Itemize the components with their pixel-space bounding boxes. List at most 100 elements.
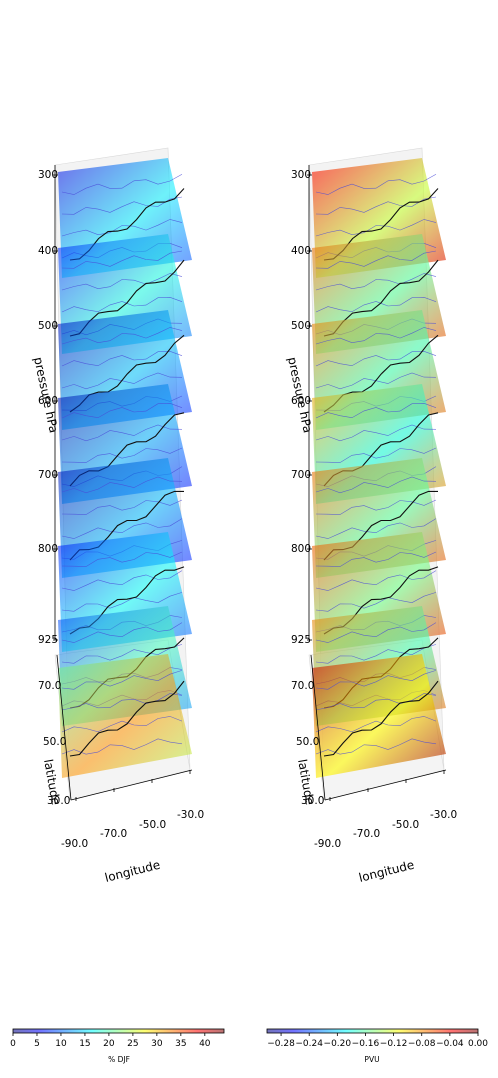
latitude-axis-line <box>310 654 326 801</box>
longitude-axis-label: longitude <box>103 858 161 885</box>
contour-line <box>315 296 437 313</box>
colorbar-tick-label: −0.28 <box>267 1039 295 1049</box>
colorbar-tick-label: 5 <box>34 1039 40 1049</box>
contour-line <box>61 250 183 269</box>
colorbar-tick-label: −0.24 <box>295 1039 323 1049</box>
contour-line <box>315 196 437 215</box>
colorbar-tick-label: 15 <box>79 1039 90 1049</box>
contour-line <box>315 716 437 733</box>
longitude-axis-line <box>70 769 193 801</box>
contour-line <box>61 327 183 345</box>
pressure-tick-label: 800 <box>38 543 58 555</box>
colorbar-tick-label: 0 <box>10 1039 16 1049</box>
contour-line <box>315 402 437 419</box>
contour-line <box>315 693 437 711</box>
contour-line <box>61 219 183 237</box>
longitude-tick-label: -90.0 <box>61 838 88 850</box>
contour-line <box>61 738 183 755</box>
latitude-axis-label: latitude <box>295 758 317 806</box>
colorbar-tick-label: −0.04 <box>436 1039 464 1049</box>
pressure-tick-label: 925 <box>38 634 58 646</box>
latitude-tick-label: 50.0 <box>43 736 66 748</box>
contour-line <box>315 499 437 515</box>
pressure-tick-label: 400 <box>291 245 311 257</box>
longitude-tick-label: -70.0 <box>353 828 380 840</box>
frequency-3d-panel: 300 400 500 600 700 800 925 70.0 50.0 30… <box>31 147 204 885</box>
pressure-layer-stack <box>58 158 192 778</box>
potential-vorticity-3d-panel: 300 400 500 600 700 800 925 70.0 50.0 30… <box>285 147 457 885</box>
colorbar-tick-label: 0.00 <box>468 1039 488 1049</box>
coastline <box>69 680 185 757</box>
colorbar-tick-label: −0.08 <box>408 1039 436 1049</box>
latitude-tick-label: 30.0 <box>47 795 70 807</box>
pvu-colorbar: −0.28 −0.24 −0.20 −0.16 −0.12 −0.08 −0.04 0.00 … <box>266 1028 488 1064</box>
longitude-tick-label: -70.0 <box>100 828 127 840</box>
layer-field <box>58 654 192 778</box>
colorbar-tick-label: 10 <box>55 1039 67 1049</box>
contour-line <box>315 570 437 591</box>
contour-line <box>315 424 437 442</box>
colorbar-gradient <box>12 1028 225 1034</box>
latitude-axis-label: latitude <box>41 758 63 806</box>
longitude-axis-line <box>324 769 447 801</box>
contour-line <box>315 644 437 664</box>
colorbar-tick-label: 20 <box>103 1039 115 1049</box>
contour-line <box>61 570 183 591</box>
pressure-tick-label: 925 <box>291 634 311 646</box>
contour-line <box>315 447 437 463</box>
axis-lines <box>53 165 193 801</box>
longitude-axis-label: longitude <box>357 858 415 885</box>
latitude-tick-label: 50.0 <box>296 736 319 748</box>
pressure-layer-stack <box>312 158 446 778</box>
latitude-tick-label: 70.0 <box>291 680 314 692</box>
contour-line <box>61 518 183 539</box>
contour-line <box>315 173 437 195</box>
contour-line <box>61 447 183 463</box>
contour-line <box>61 693 183 711</box>
contour-line <box>315 551 437 567</box>
contour-line <box>61 196 183 215</box>
pressure-tick-label: 500 <box>38 320 58 332</box>
contour-line <box>315 670 437 690</box>
colorbar-gradient <box>266 1028 479 1034</box>
pressure-tick-label: 500 <box>291 320 311 332</box>
axis-lines <box>307 165 447 801</box>
contour-line <box>61 424 183 442</box>
contour-line <box>61 296 183 313</box>
colorbar-tick-label: −0.16 <box>352 1039 380 1049</box>
pressure-layer <box>312 654 446 778</box>
pressure-tick-label: 600 <box>38 395 58 407</box>
pressure-tick-label: 400 <box>38 245 58 257</box>
pressure-tick-label: 300 <box>291 169 311 181</box>
contour-line <box>61 499 183 515</box>
pressure-layer <box>58 654 192 778</box>
pressure-tick-label: 600 <box>291 395 311 407</box>
contour-line <box>61 670 183 690</box>
pressure-tick-label: 300 <box>38 169 58 181</box>
contour-line <box>61 716 183 733</box>
longitude-tick-label: -50.0 <box>392 819 419 831</box>
latitude-tick-label: 30.0 <box>301 795 324 807</box>
pressure-tick-label: 700 <box>38 469 58 481</box>
colorbar-label: % DJF <box>108 1055 130 1064</box>
contour-line <box>61 350 183 367</box>
longitude-tick-label: -50.0 <box>139 819 166 831</box>
pressure-tick-label: 700 <box>291 469 311 481</box>
contour-line <box>61 402 183 419</box>
contour-line <box>61 273 183 291</box>
contour-line <box>61 476 183 494</box>
colorbar-tick-label: 40 <box>199 1039 211 1049</box>
contour-line <box>315 518 437 539</box>
latitude-axis-line <box>56 654 72 801</box>
contour-line <box>315 622 437 643</box>
contour-line <box>61 644 183 664</box>
contour-line <box>61 592 183 612</box>
layer-field <box>312 654 446 778</box>
contour-line <box>315 350 437 367</box>
latitude-tick-label: 70.0 <box>38 680 61 692</box>
frequency-colorbar: 0 5 10 15 20 25 30 35 40 % DJF <box>10 1028 225 1064</box>
longitude-tick-label: -30.0 <box>430 809 457 821</box>
contour-line <box>315 592 437 612</box>
